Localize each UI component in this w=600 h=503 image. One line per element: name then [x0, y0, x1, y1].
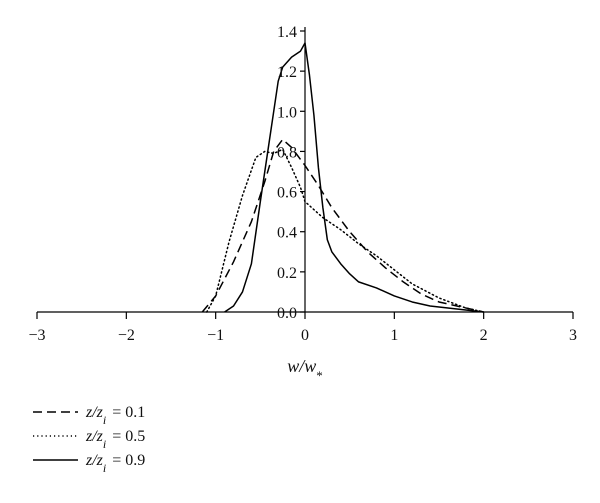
- y-tick-label: 0.6: [277, 185, 297, 202]
- x-axis-title-subscript: *: [316, 368, 323, 383]
- y-tick-label: 1.2: [277, 64, 297, 81]
- legend-label-1: z/zi = 0.5: [85, 428, 145, 451]
- series-layer: [201, 42, 485, 313]
- y-tick-label: 1.0: [277, 104, 297, 121]
- y-tick-label: 0.8: [277, 144, 297, 161]
- x-tick-label: −3: [28, 327, 45, 344]
- y-tick-label: 0.0: [277, 305, 297, 322]
- series-line-2: [224, 42, 484, 313]
- y-tick-label: 0.4: [277, 225, 297, 242]
- axes: [37, 27, 573, 313]
- legend-label-2: z/zi = 0.9: [85, 452, 145, 475]
- x-axis-title-text: w/w*: [287, 356, 323, 383]
- x-tick-label: −2: [118, 327, 135, 344]
- x-axis-title: w/w*: [287, 356, 323, 383]
- y-ticks: 0.0 0.2 0.4 0.6 0.8 1.0 1.2 1.4: [277, 24, 305, 322]
- x-tick-label: −1: [207, 327, 224, 344]
- y-tick-label: 0.2: [277, 265, 297, 282]
- y-tick-label: 1.4: [277, 24, 297, 41]
- x-ticks: −3 −2 −1 0 1 2 3: [28, 312, 577, 344]
- x-tick-label: 0: [301, 327, 309, 344]
- x-tick-label: 2: [480, 327, 488, 344]
- x-tick-label: 1: [390, 327, 398, 344]
- legend-label-0: z/zi = 0.1: [85, 404, 145, 427]
- legend: z/zi = 0.1z/zi = 0.5z/zi = 0.9: [33, 404, 145, 475]
- series-line-1: [205, 148, 485, 313]
- x-tick-label: 3: [569, 327, 577, 344]
